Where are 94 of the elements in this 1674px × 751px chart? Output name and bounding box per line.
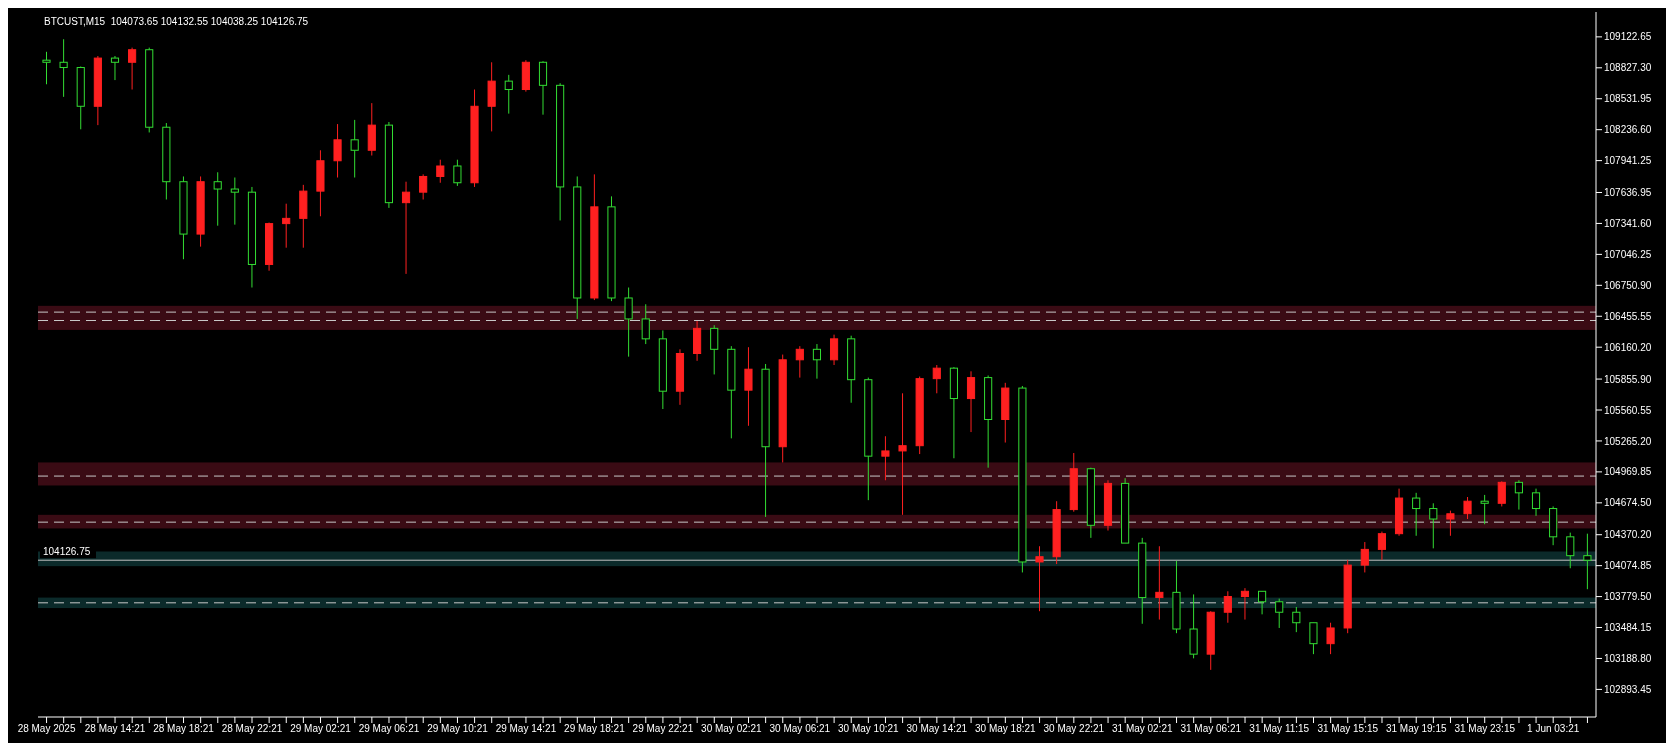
candlestick (419, 173, 428, 201)
candlestick (110, 55, 120, 81)
candlestick (1326, 622, 1335, 655)
candlestick (795, 345, 804, 379)
candlestick (1514, 479, 1523, 511)
candlestick (350, 119, 359, 179)
candlestick (401, 181, 411, 275)
candlestick (624, 287, 633, 358)
candlestick (1292, 606, 1301, 633)
candlestick (829, 334, 839, 366)
candlestick (1360, 541, 1369, 573)
candlestick (1309, 622, 1318, 655)
y-tick-label: 107636.95 (1604, 187, 1652, 199)
candlestick (538, 60, 548, 116)
candlestick (1497, 480, 1506, 507)
candlestick (881, 435, 890, 481)
y-tick-label: 108531.95 (1604, 93, 1652, 105)
x-tick-label: 30 May 18:21 (975, 723, 1037, 735)
x-tick-label: 28 May 18:21 (153, 723, 215, 735)
candlestick (436, 159, 445, 184)
y-tick-label: 106455.55 (1604, 310, 1652, 322)
candlestick (282, 203, 291, 249)
candlestick (1480, 494, 1489, 525)
candlestick (710, 324, 719, 375)
x-tick-label: 31 May 06:21 (1180, 723, 1242, 735)
x-tick-label: 28 May 14:21 (84, 723, 146, 735)
candlestick (1240, 587, 1250, 621)
x-tick-label: 30 May 14:21 (906, 723, 968, 735)
candlestick (453, 159, 462, 187)
chart-title: BTCUST,M15 104073.65 104132.55 104038.25 104126.75 (44, 16, 309, 27)
ref-line-label: 104126.75 (43, 546, 91, 558)
y-tick-label: 107941.25 (1604, 155, 1652, 167)
x-tick-label: 29 May 10:21 (427, 723, 489, 735)
y-tick-label: 108236.60 (1604, 124, 1652, 136)
candlestick (333, 123, 342, 179)
y-tick-label: 105265.20 (1604, 435, 1652, 447)
x-tick-label: 31 May 11:15 (1249, 723, 1310, 735)
x-tick-label: 30 May 06:21 (769, 723, 831, 735)
y-tick-label: 103188.80 (1604, 653, 1652, 665)
candlestick (1155, 545, 1164, 621)
candlestick (1446, 510, 1455, 537)
x-tick-label: 1 Jun 03:21 (1527, 723, 1580, 735)
x-tick-label: 31 May 23:15 (1454, 723, 1516, 735)
candlestick (966, 370, 976, 433)
x-tick-label: 31 May 15:15 (1317, 723, 1379, 735)
candlestick (213, 171, 222, 227)
x-tick-label: 29 May 18:21 (564, 723, 626, 735)
y-tick-label: 107341.60 (1604, 217, 1652, 229)
y-tick-label: 104074.85 (1604, 560, 1652, 572)
y-tick-label: 106750.90 (1604, 279, 1652, 291)
y-tick-label: 105560.55 (1604, 404, 1652, 416)
y-tick-label: 109122.65 (1604, 31, 1652, 43)
x-tick-label: 29 May 14:21 (495, 723, 557, 735)
x-tick-label: 30 May 10:21 (838, 723, 900, 735)
candlestick (898, 392, 907, 516)
candlestick (1463, 496, 1472, 520)
x-tick-label: 30 May 02:21 (701, 723, 763, 735)
y-tick-label: 102893.45 (1604, 683, 1652, 695)
x-tick-label: 30 May 22:21 (1043, 723, 1105, 735)
candlestick (1275, 598, 1284, 629)
y-tick-label: 104969.85 (1604, 466, 1652, 478)
y-tick-label: 108827.30 (1604, 62, 1652, 74)
candlestick (812, 343, 822, 380)
candlestick (1412, 492, 1421, 537)
candlestick (42, 51, 51, 85)
candlestick (59, 38, 68, 98)
candlestick (1223, 590, 1232, 624)
x-tick-label: 28 May 2025 (17, 723, 76, 735)
candlestick (1531, 488, 1541, 517)
candlestick (1377, 531, 1386, 561)
y-tick-label: 106160.20 (1604, 341, 1652, 353)
y-tick-label: 107046.25 (1604, 248, 1652, 260)
candlestick (641, 303, 650, 345)
candlestick (1566, 532, 1575, 569)
candlestick (230, 177, 239, 226)
x-tick-label: 28 May 22:21 (221, 723, 283, 735)
y-tick-label: 104370.20 (1604, 529, 1652, 541)
x-tick-label: 31 May 19:15 (1385, 723, 1447, 735)
candlestick (1035, 545, 1044, 612)
x-tick-label: 29 May 22:21 (632, 723, 694, 735)
candlestick (744, 346, 753, 427)
candlestick (1583, 533, 1592, 590)
candlestick (932, 364, 941, 394)
candlestick (1258, 590, 1267, 615)
x-tick-label: 31 May 02:21 (1111, 723, 1174, 735)
x-tick-label: 29 May 06:21 (358, 723, 420, 735)
y-tick-label: 103779.50 (1604, 591, 1652, 603)
candlestick (128, 47, 137, 91)
candlestick (1429, 502, 1438, 549)
candlestick (504, 74, 513, 115)
x-tick-label: 29 May 02:21 (290, 723, 352, 735)
y-tick-label: 103484.15 (1604, 622, 1652, 634)
y-tick-label: 104674.50 (1604, 497, 1652, 509)
y-tick-label: 105855.90 (1604, 373, 1652, 385)
